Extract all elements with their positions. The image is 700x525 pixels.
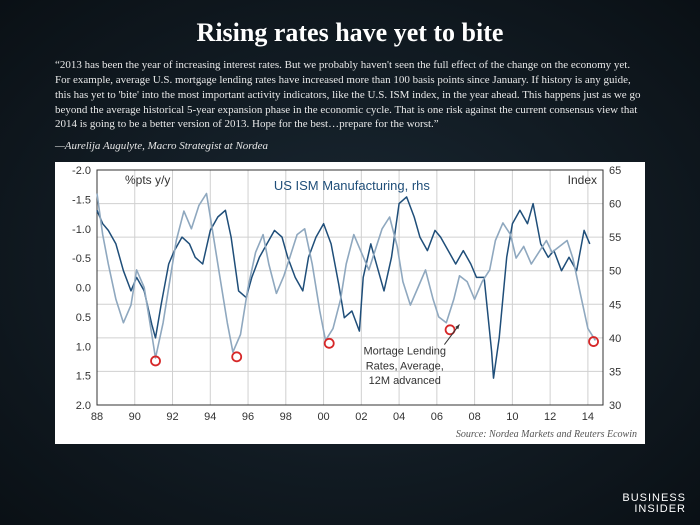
svg-text:12M advanced: 12M advanced xyxy=(369,375,441,387)
svg-text:-1.5: -1.5 xyxy=(72,195,91,207)
svg-text:04: 04 xyxy=(393,411,405,423)
svg-text:US ISM Manufacturing, rhs: US ISM Manufacturing, rhs xyxy=(274,178,431,193)
svg-text:12: 12 xyxy=(544,411,556,423)
svg-text:1.5: 1.5 xyxy=(76,371,91,383)
svg-text:Index: Index xyxy=(568,173,597,187)
svg-text:35: 35 xyxy=(609,367,621,379)
svg-text:Rates, Average,: Rates, Average, xyxy=(366,361,444,373)
svg-text:94: 94 xyxy=(204,411,216,423)
brand-logo: BUSINESS INSIDER xyxy=(622,493,686,515)
svg-text:00: 00 xyxy=(317,411,329,423)
svg-text:92: 92 xyxy=(166,411,178,423)
svg-text:90: 90 xyxy=(129,411,141,423)
svg-text:65: 65 xyxy=(609,165,621,177)
quote-paragraph: “2013 has been the year of increasing in… xyxy=(0,58,700,136)
brand-line2: INSIDER xyxy=(622,504,686,515)
chart-source: Source: Nordea Markets and Reuters Ecowi… xyxy=(55,427,645,442)
chart-container: -2.0 -1.5 -1.0 -0.5 0.0 0.5 1.0 1.5 2.0 30 35 40 45 5… xyxy=(55,162,645,444)
svg-text:02: 02 xyxy=(355,411,367,423)
svg-text:60: 60 xyxy=(609,199,621,211)
svg-text:40: 40 xyxy=(609,333,621,345)
line-chart: -2.0 -1.5 -1.0 -0.5 0.0 0.5 1.0 1.5 2.0 30 35 40 45 5… xyxy=(55,162,645,427)
svg-text:2.0: 2.0 xyxy=(76,400,91,412)
svg-text:-2.0: -2.0 xyxy=(72,165,91,177)
svg-text:1.0: 1.0 xyxy=(76,341,91,353)
svg-text:30: 30 xyxy=(609,400,621,412)
svg-text:10: 10 xyxy=(506,411,518,423)
svg-text:0.5: 0.5 xyxy=(76,312,91,324)
svg-text:08: 08 xyxy=(468,411,480,423)
svg-text:06: 06 xyxy=(431,411,443,423)
page-title: Rising rates have yet to bite xyxy=(0,0,700,58)
svg-text:Mortage Lending: Mortage Lending xyxy=(363,346,446,358)
svg-text:45: 45 xyxy=(609,300,621,312)
svg-text:98: 98 xyxy=(280,411,292,423)
svg-text:-0.5: -0.5 xyxy=(72,253,91,265)
svg-text:55: 55 xyxy=(609,232,621,244)
svg-text:50: 50 xyxy=(609,266,621,278)
attribution-line: —Aurelija Augulyte, Macro Strategist at … xyxy=(0,136,700,162)
svg-text:%pts y/y: %pts y/y xyxy=(125,173,170,187)
svg-text:-1.0: -1.0 xyxy=(72,224,91,236)
svg-text:14: 14 xyxy=(582,411,594,423)
svg-text:0.0: 0.0 xyxy=(76,283,91,295)
svg-text:88: 88 xyxy=(91,411,103,423)
svg-text:96: 96 xyxy=(242,411,254,423)
